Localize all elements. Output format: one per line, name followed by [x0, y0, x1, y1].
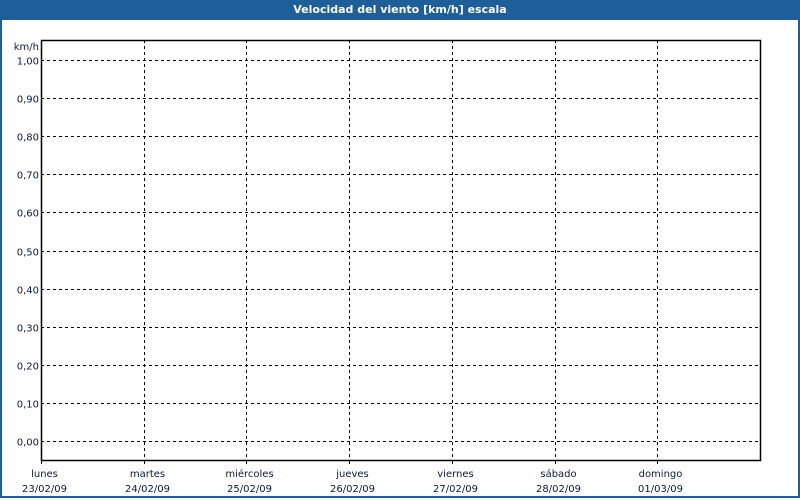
x-tick-date: 23/02/09	[22, 484, 67, 495]
x-tick-day: jueves	[335, 469, 369, 480]
y-tick-label: 0,40	[17, 286, 39, 297]
y-tick-label: 0,50	[17, 248, 39, 259]
x-tick-date: 26/02/09	[330, 484, 375, 495]
x-tick-date: 25/02/09	[227, 484, 272, 495]
x-tick-day: martes	[130, 469, 165, 480]
y-axis-label: km/h	[14, 42, 39, 53]
y-tick-label: 0,30	[17, 324, 39, 335]
x-tick-day: domingo	[639, 469, 683, 480]
y-tick-label: 0,20	[17, 362, 39, 373]
x-tick-day: viernes	[437, 469, 473, 480]
y-tick-label: 0,80	[17, 133, 39, 144]
x-tick-date: 24/02/09	[125, 484, 170, 495]
window-title: Velocidad del viento [km/h] escala	[2, 0, 798, 20]
y-tick-label: 0,10	[17, 400, 39, 411]
x-tick-day: sábado	[540, 468, 576, 480]
x-tick-date: 01/03/09	[638, 484, 683, 495]
y-tick-label: 1,00	[17, 57, 39, 68]
x-tick-day: miércoles	[225, 468, 273, 480]
y-tick-label: 0,90	[17, 95, 39, 106]
plot-area	[40, 39, 762, 462]
y-tick-label: 0,00	[17, 438, 39, 449]
y-tick-label: 0,70	[17, 171, 39, 182]
x-tick-date: 28/02/09	[536, 484, 581, 495]
x-tick-day: lunes	[31, 469, 58, 480]
y-tick-label: 0,60	[17, 209, 39, 220]
x-tick-date: 27/02/09	[433, 484, 478, 495]
